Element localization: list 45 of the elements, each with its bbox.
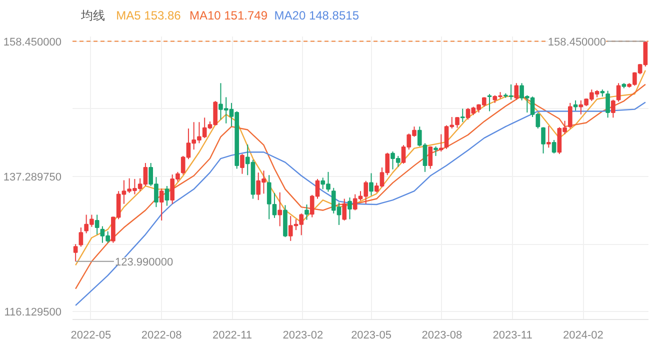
candlestick <box>73 244 78 262</box>
candlestick <box>514 82 519 100</box>
candlestick <box>460 108 465 123</box>
candlestick <box>78 227 84 248</box>
x-tick-label: 2023-11 <box>492 330 532 341</box>
candlestick <box>546 125 551 148</box>
candlestick <box>240 154 244 174</box>
line-series <box>74 102 646 306</box>
candlestick <box>278 192 282 227</box>
text: MA20 148.8515 <box>274 8 360 22</box>
text: MA5 153.86 <box>116 8 182 22</box>
candlestick <box>164 185 170 206</box>
x-tick-label: 2023-02 <box>282 330 324 341</box>
candlestick <box>94 214 100 236</box>
x-tick-label: 2023-05 <box>351 330 392 341</box>
candlestick <box>616 82 621 102</box>
x-tick-label: 2024-02 <box>563 330 604 341</box>
x-tick-label: 2022-11 <box>212 330 252 341</box>
candlestick <box>348 196 352 220</box>
candlestick <box>304 204 309 220</box>
candlestick <box>573 100 578 112</box>
legend-title: 均线 <box>80 8 106 22</box>
y-tick-label: 116.129500 <box>4 306 62 319</box>
text: MA10 151.749 <box>189 8 268 22</box>
y-tick-label: 158.450000 <box>3 36 62 48</box>
candlestick <box>611 99 616 118</box>
candlestick <box>568 102 572 129</box>
y-tick-label: 137.289750 <box>3 171 62 184</box>
annotation: 123.990000 <box>114 256 174 268</box>
candlestick <box>487 93 492 112</box>
candlestick <box>606 90 610 118</box>
line-series <box>74 84 646 290</box>
candlestick <box>342 198 347 221</box>
candlestick <box>159 188 164 221</box>
candlestick <box>428 146 433 170</box>
x-tick-label: 2022-08 <box>141 330 182 341</box>
candlestick <box>541 126 546 154</box>
x-tick-label: 2023-08 <box>422 330 462 341</box>
x-tick-label: 2022-05 <box>70 330 112 341</box>
candlestick <box>552 139 556 154</box>
line-series <box>74 70 646 266</box>
candlestick <box>434 146 438 156</box>
annotation: 158.450000 <box>548 36 606 48</box>
candlestick <box>438 134 444 152</box>
candlestick <box>369 172 374 196</box>
